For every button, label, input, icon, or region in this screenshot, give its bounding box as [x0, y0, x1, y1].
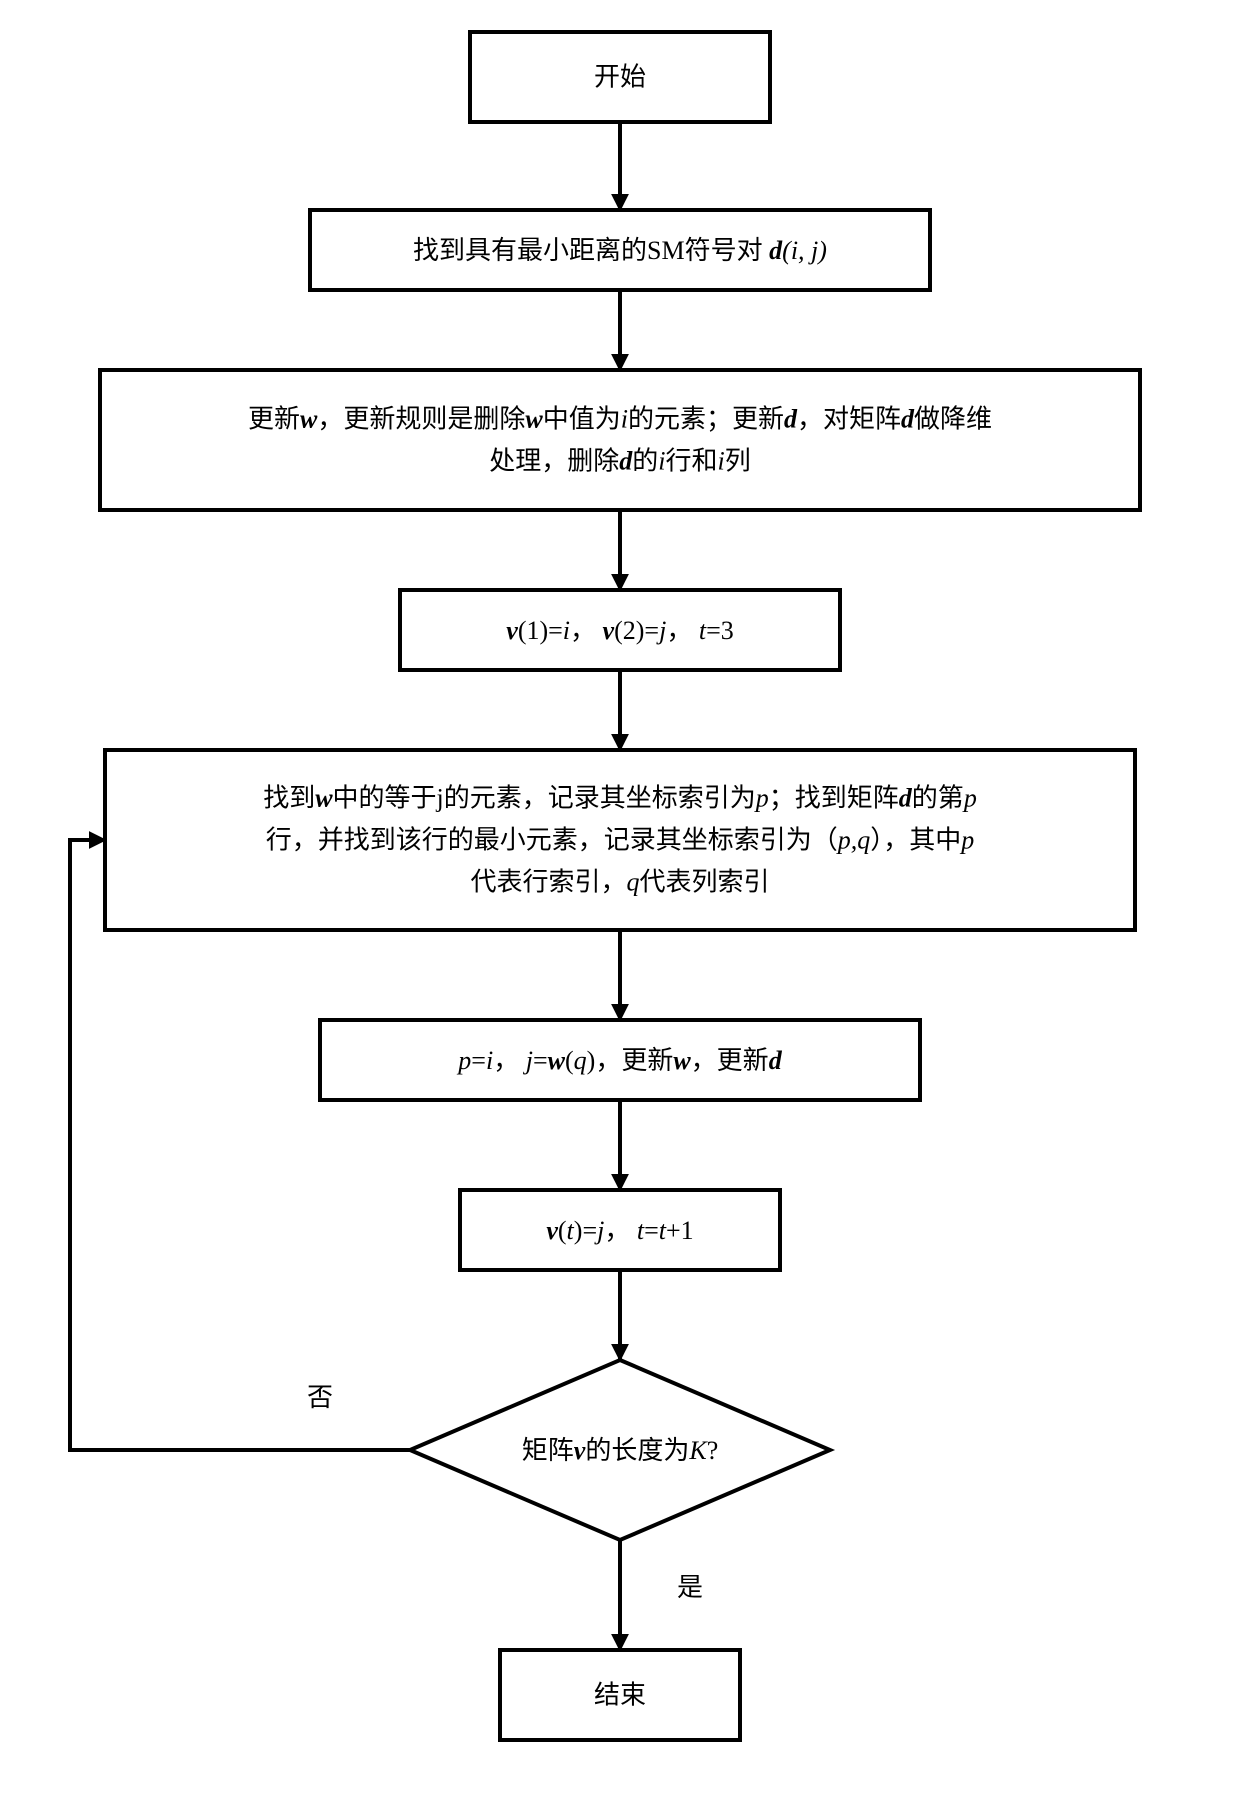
- node-n6-text: v(t)=j， t=t+1: [546, 1216, 693, 1245]
- node-n2-line-1: 处理，删除d的i行和i列: [489, 446, 751, 475]
- node-n4-line-1: 行，并找到该行的最小元素，记录其坐标索引为（p,q），其中p: [266, 825, 975, 854]
- node-n2: [100, 370, 1140, 510]
- node-n5-text: p=i， j=w(q)，更新w，更新d: [456, 1046, 782, 1075]
- node-n2-line-0: 更新w，更新规则是删除w中值为i的元素；更新d，对矩阵d做降维: [248, 404, 992, 433]
- node-n1-text: 找到具有最小距离的SM符号对 d(i, j): [413, 236, 827, 265]
- flowchart-svg: 是 否 开始找到具有最小距离的SM符号对 d(i, j) 更新w，更新规则是删除w中值…: [0, 0, 1240, 1817]
- label-no: 否: [307, 1383, 333, 1412]
- node-n4-line-2: 代表行索引，q代表列索引: [470, 867, 769, 896]
- node-dec-text: 矩阵v的长度为K?: [522, 1436, 718, 1465]
- node-end-text: 结束: [594, 1681, 646, 1710]
- label-yes: 是: [677, 1573, 703, 1602]
- node-start-text: 开始: [594, 63, 646, 92]
- node-n4-line-0: 找到w中的等于j的元素，记录其坐标索引为p；找到矩阵d的第p: [263, 783, 977, 812]
- node-n3-text: v(1)=i， v(2)=j， t=3: [506, 616, 733, 645]
